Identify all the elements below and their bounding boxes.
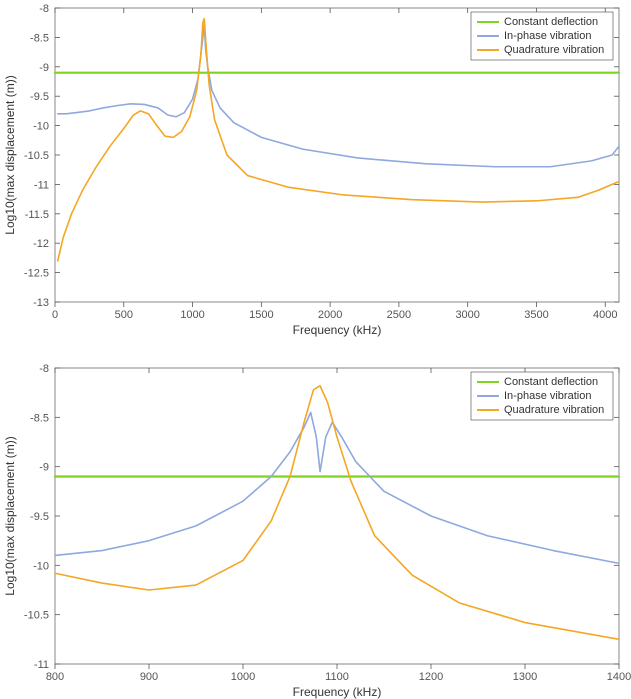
x-tick-label: 3500: [524, 309, 548, 321]
y-tick-label: -8.5: [30, 412, 49, 424]
x-tick-label: 1000: [180, 309, 204, 321]
x-tick-label: 2000: [318, 309, 342, 321]
x-tick-label: 500: [115, 309, 133, 321]
y-tick-label: -9: [39, 62, 49, 74]
y-axis-label: Log10(max displacement (m)): [3, 75, 17, 234]
legend-label: Constant deflection: [504, 16, 598, 28]
bottom-chart-panel: 800 900 1000 1100 1200 1300 1400 -11 -10.5 -10 -9.…: [0, 360, 631, 699]
x-tick-label: 1200: [419, 671, 443, 683]
y-tick-label: -8: [39, 3, 49, 15]
y-tick-label: -8: [39, 363, 49, 375]
series-quadrature-vibration: [55, 386, 619, 640]
y-tick-label: -9.5: [30, 91, 49, 103]
y-tick-label: -13: [33, 297, 49, 309]
top-chart-svg: 0 500 1000 1500 2000 2500 3000 3500 4000 -13 -12.5…: [0, 0, 631, 350]
x-tick-label: 1400: [607, 671, 631, 683]
bottom-chart-svg: 800 900 1000 1100 1200 1300 1400 -11 -10.5 -10 -9.…: [0, 360, 631, 699]
y-tick-label: -10.5: [24, 150, 49, 162]
y-tick-label: -12: [33, 238, 49, 250]
x-tick-label: 800: [46, 671, 64, 683]
y-axis-label: Log10(max displacement (m)): [3, 436, 17, 595]
y-tick-label: -12.5: [24, 268, 49, 280]
top-chart-panel: 0 500 1000 1500 2000 2500 3000 3500 4000 -13 -12.5…: [0, 0, 631, 350]
x-axis-label: Frequency (kHz): [293, 685, 382, 699]
x-tick-label: 2500: [387, 309, 411, 321]
y-tick-label: -9: [39, 462, 49, 474]
x-tick-label: 3000: [455, 309, 479, 321]
legend-label: Quadrature vibration: [504, 44, 604, 56]
x-tick-label: 1300: [513, 671, 537, 683]
x-tick-label: 0: [52, 309, 58, 321]
x-axis-label: Frequency (kHz): [293, 323, 382, 337]
x-tick-label: 1100: [325, 671, 349, 683]
y-tick-label: -10: [33, 560, 49, 572]
y-tick-label: -9.5: [30, 511, 49, 523]
y-tick-label: -10: [33, 121, 49, 133]
y-tick-label: -11.5: [25, 209, 49, 221]
x-tick-label: 1000: [231, 671, 255, 683]
legend-label: In-phase vibration: [504, 390, 591, 402]
y-tick-label: -10.5: [24, 610, 49, 622]
x-tick-label: 1500: [249, 309, 273, 321]
y-tick-label: -8.5: [30, 32, 49, 44]
legend-label: In-phase vibration: [504, 30, 591, 42]
y-tick-label: -11: [34, 659, 49, 671]
x-tick-label: 4000: [593, 309, 617, 321]
legend-label: Quadrature vibration: [504, 404, 604, 416]
y-tick-label: -11: [34, 179, 49, 191]
x-tick-label: 900: [140, 671, 158, 683]
legend-label: Constant deflection: [504, 376, 598, 388]
